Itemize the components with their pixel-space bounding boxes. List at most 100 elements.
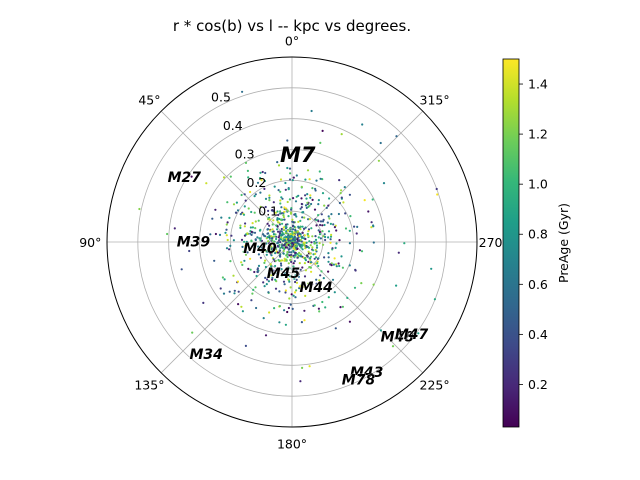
scatter-point: [311, 246, 314, 249]
scatter-point: [317, 203, 320, 206]
scatter-point: [340, 133, 343, 136]
scatter-point: [324, 306, 327, 309]
scatter-point: [302, 243, 305, 246]
scatter-point: [259, 239, 262, 242]
scatter-point: [322, 235, 325, 238]
theta-tick-label: 225°: [420, 378, 450, 393]
scatter-point: [298, 285, 301, 288]
scatter-point: [318, 233, 322, 236]
scatter-point: [341, 266, 344, 269]
scatter-point: [280, 206, 283, 209]
scatter-point: [317, 236, 320, 239]
scatter-point: [339, 306, 342, 309]
scatter-point: [211, 217, 214, 220]
scatter-point: [250, 245, 253, 248]
scatter-point: [233, 289, 236, 292]
scatter-point: [278, 243, 281, 246]
scatter-point: [379, 329, 382, 332]
scatter-point: [303, 309, 306, 312]
scatter-point: [249, 257, 252, 260]
scatter-point: [308, 218, 311, 221]
scatter-point: [283, 272, 287, 275]
scatter-point: [284, 181, 287, 185]
scatter-point: [327, 230, 331, 233]
scatter-point: [272, 235, 275, 238]
scatter-point: [299, 268, 302, 271]
scatter-point: [270, 237, 274, 240]
scatter-point: [304, 269, 307, 272]
scatter-point: [263, 179, 266, 183]
scatter-point: [272, 219, 275, 222]
scatter-point: [304, 256, 307, 260]
scatter-point: [278, 259, 281, 263]
scatter-point: [250, 210, 253, 214]
scatter-point: [297, 275, 300, 278]
scatter-point: [209, 233, 212, 236]
scatter-point: [298, 287, 301, 290]
cluster-label-m7: M7: [280, 143, 316, 167]
scatter-point: [288, 230, 291, 233]
scatter-point: [309, 244, 312, 247]
scatter-point: [259, 256, 262, 259]
scatter-point: [219, 287, 222, 290]
scatter-point: [239, 224, 242, 227]
scatter-point: [332, 263, 335, 266]
r-tick-label: 0.3: [235, 147, 255, 162]
scatter-point: [294, 229, 297, 232]
scatter-point: [228, 290, 231, 293]
scatter-point: [318, 242, 321, 245]
scatter-point: [291, 307, 294, 310]
scatter-point: [327, 236, 330, 239]
scatter-point: [225, 247, 229, 250]
scatter-point: [301, 231, 304, 234]
scatter-point: [335, 265, 338, 268]
scatter-point: [329, 235, 333, 238]
scatter-point: [272, 230, 275, 233]
scatter-point: [294, 274, 297, 277]
scatter-point: [313, 208, 317, 211]
scatter-point: [302, 227, 306, 230]
scatter-point: [314, 235, 317, 238]
scatter-point: [290, 243, 293, 246]
scatter-point: [295, 289, 298, 292]
scatter-point: [299, 380, 302, 383]
scatter-point: [288, 178, 292, 181]
scatter-point: [340, 189, 343, 192]
scatter-point: [299, 238, 302, 242]
scatter-point: [372, 241, 375, 244]
scatter-point: [278, 249, 282, 252]
scatter-point: [294, 254, 297, 257]
scatter-point: [259, 237, 262, 240]
scatter-point: [294, 231, 297, 234]
scatter-point: [259, 191, 262, 194]
scatter-point: [240, 261, 243, 264]
scatter-point: [254, 238, 257, 242]
scatter-point: [254, 227, 257, 230]
scatter-point: [259, 205, 262, 208]
scatter-point: [218, 233, 222, 236]
scatter-point: [304, 204, 308, 207]
scatter-point: [307, 228, 311, 231]
scatter-point: [294, 296, 297, 299]
scatter-point: [353, 286, 357, 289]
scatter-point: [268, 196, 271, 199]
scatter-point: [372, 224, 375, 227]
scatter-point: [256, 236, 259, 239]
scatter-point: [320, 213, 323, 216]
scatter-point: [290, 251, 293, 254]
scatter-point: [330, 213, 333, 216]
scatter-point: [317, 220, 320, 223]
scatter-point: [233, 292, 236, 295]
scatter-point: [299, 255, 303, 258]
scatter-point: [271, 239, 274, 242]
scatter-point: [267, 250, 270, 253]
scatter-point: [281, 222, 284, 225]
scatter-point: [304, 294, 307, 297]
scatter-point: [342, 201, 345, 204]
scatter-point: [286, 139, 289, 142]
scatter-point: [282, 228, 286, 232]
scatter-point: [281, 232, 284, 235]
scatter-point: [302, 285, 305, 288]
scatter-point: [283, 236, 286, 239]
scatter-point: [284, 231, 287, 235]
